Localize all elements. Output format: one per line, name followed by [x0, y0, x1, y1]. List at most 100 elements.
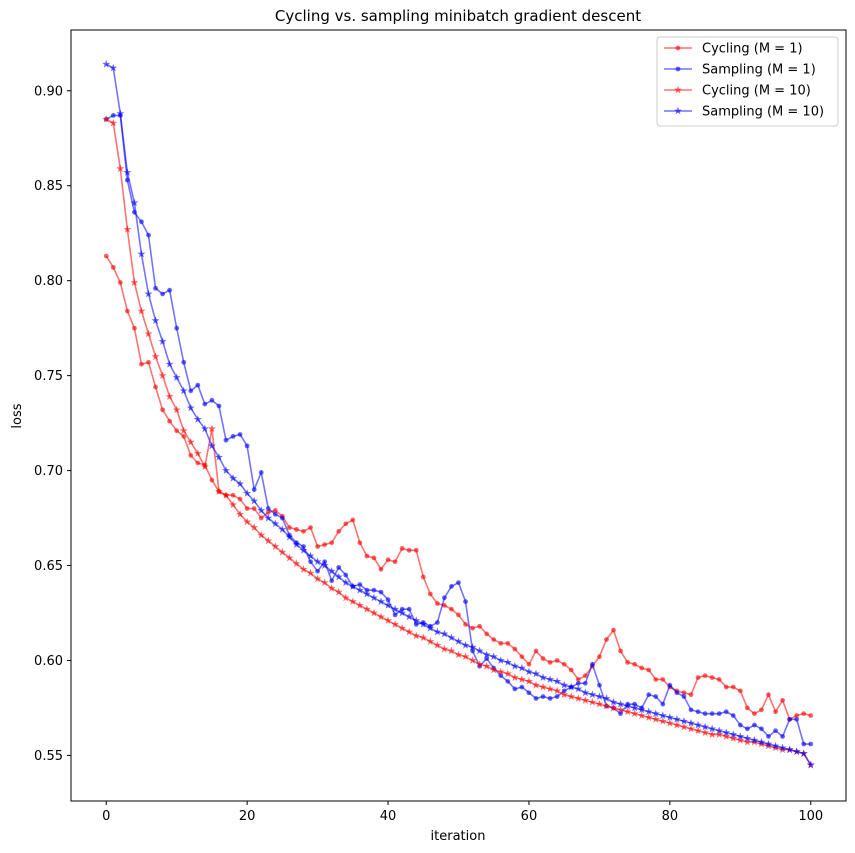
- data-point: [329, 578, 335, 584]
- data-point: [230, 433, 236, 439]
- data-point: [681, 690, 687, 696]
- data-point: [468, 642, 477, 651]
- data-point: [123, 225, 132, 233]
- data-point: [463, 599, 468, 605]
- data-point: [348, 582, 357, 590]
- data-point: [222, 466, 230, 474]
- data-point: [110, 264, 116, 270]
- data-point: [496, 656, 505, 664]
- data-point: [172, 373, 181, 381]
- data-point: [468, 656, 477, 664]
- data-point: [299, 546, 308, 554]
- data-point: [265, 506, 271, 511]
- data-point: [167, 287, 173, 293]
- data-point: [461, 641, 470, 649]
- data-point: [546, 675, 555, 683]
- data-point: [258, 470, 264, 475]
- data-point: [637, 705, 646, 714]
- data-point: [526, 690, 532, 696]
- data-point: [595, 699, 604, 708]
- data-point: [519, 654, 525, 660]
- data-point: [730, 713, 736, 718]
- x-axis: 0 20 40 60 80 100: [102, 801, 823, 824]
- data-point: [694, 726, 703, 735]
- y-tick-label: 0.80: [34, 274, 63, 289]
- data-point: [371, 587, 377, 593]
- y-tick-label: 0.75: [34, 369, 63, 384]
- data-point: [214, 487, 223, 495]
- x-tick-label: 40: [380, 809, 397, 824]
- data-point: [512, 646, 518, 652]
- data-point: [595, 692, 604, 700]
- data-point: [167, 418, 173, 424]
- data-point: [186, 403, 195, 412]
- data-point: [539, 682, 548, 691]
- data-point: [701, 722, 710, 731]
- data-point: [144, 289, 153, 298]
- legend-label: Sampling (M = 1): [702, 63, 816, 78]
- data-point: [102, 59, 111, 68]
- legend-marker: [675, 45, 681, 51]
- data-point: [308, 525, 313, 530]
- data-point: [568, 667, 574, 673]
- data-point: [313, 557, 322, 566]
- data-point: [207, 424, 216, 433]
- data-point: [546, 684, 555, 693]
- data-point: [137, 306, 146, 315]
- data-point: [236, 510, 245, 518]
- data-point: [771, 741, 780, 750]
- data-point: [482, 650, 491, 659]
- data-point: [477, 623, 483, 629]
- data-point: [630, 703, 639, 712]
- data-point: [343, 521, 349, 527]
- series-line: [105, 63, 812, 766]
- data-point: [524, 677, 533, 685]
- data-point: [412, 631, 421, 640]
- data-point: [174, 325, 180, 331]
- data-point: [315, 568, 320, 574]
- x-tick-label: 60: [521, 809, 538, 824]
- x-tick-label: 20: [239, 809, 256, 824]
- data-point: [644, 707, 653, 716]
- data-point: [306, 568, 315, 577]
- data-point: [392, 559, 398, 565]
- data-point: [301, 528, 306, 534]
- data-point: [369, 608, 378, 617]
- data-point: [181, 433, 187, 439]
- data-point: [308, 559, 313, 565]
- data-point: [322, 542, 328, 548]
- data-point: [688, 692, 694, 698]
- data-point: [392, 612, 398, 618]
- data-point: [153, 285, 158, 291]
- data-point: [581, 696, 590, 704]
- data-point: [244, 443, 250, 449]
- data-point: [588, 690, 597, 699]
- data-point: [780, 734, 785, 739]
- data-point: [398, 608, 407, 617]
- data-point: [384, 601, 393, 609]
- data-point: [193, 449, 202, 457]
- data-point: [604, 637, 609, 642]
- legend: Cycling (M = 1) Sampling (M = 1) Cycling (…: [656, 36, 839, 127]
- data-point: [237, 496, 243, 502]
- data-point: [258, 515, 264, 521]
- data-point: [181, 359, 187, 365]
- y-tick-label: 0.90: [34, 84, 63, 99]
- data-point: [320, 561, 329, 569]
- data-point: [560, 690, 569, 699]
- data-point: [447, 633, 456, 642]
- data-point: [715, 726, 724, 735]
- data-point: [454, 650, 463, 659]
- data-point: [285, 553, 294, 562]
- data-point: [653, 677, 659, 682]
- data-point: [433, 641, 442, 649]
- data-point: [646, 692, 652, 698]
- series-3: [102, 115, 815, 769]
- data-point: [278, 525, 287, 533]
- data-point: [442, 595, 447, 601]
- data-point: [419, 633, 428, 642]
- data-point: [357, 540, 363, 546]
- data-point: [561, 661, 567, 667]
- data-point: [306, 551, 315, 560]
- data-point: [139, 361, 144, 367]
